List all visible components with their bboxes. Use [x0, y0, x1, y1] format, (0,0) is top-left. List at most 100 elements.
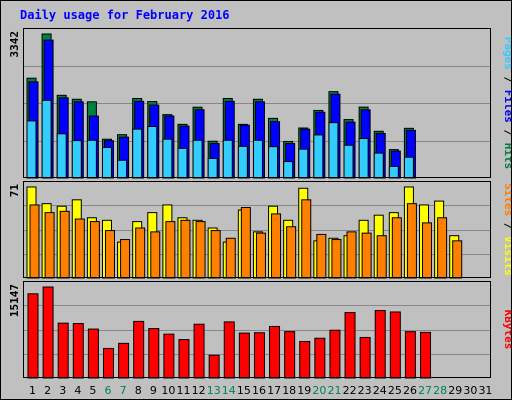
x-tick-label-day-26: 26 — [403, 384, 417, 397]
x-tick-label-day-1: 1 — [29, 384, 36, 397]
x-tick-label-day-12: 12 — [192, 384, 206, 397]
bar-sites-day-15 — [240, 207, 251, 279]
x-tick-label-day-23: 23 — [358, 384, 372, 397]
bar-kbytes-day-11 — [178, 339, 190, 379]
side-legend-bottom-part-0: KBytes — [502, 310, 511, 350]
bar-kbytes-day-4 — [72, 323, 84, 379]
bar-sites-day-19 — [301, 199, 312, 279]
side-legend-mid-part-2: Visits — [502, 236, 511, 276]
bar-pages-day-16 — [252, 139, 263, 179]
bar-pages-day-26 — [403, 156, 414, 179]
bar-sites-day-12 — [195, 221, 206, 279]
bar-pages-day-10 — [162, 138, 173, 179]
bar-sites-day-6 — [104, 230, 115, 279]
x-tick-label-day-19: 19 — [297, 384, 311, 397]
bar-sites-day-14 — [225, 237, 236, 279]
side-legend-mid-part-0: Sites — [502, 183, 511, 216]
bar-kbytes-day-15 — [238, 332, 250, 379]
ymax-label-kbytes: 15147 — [8, 284, 21, 317]
bar-kbytes-day-19 — [299, 340, 311, 379]
bar-kbytes-day-23 — [359, 336, 371, 379]
x-tick-label-day-27: 27 — [418, 384, 432, 397]
side-legend-mid-part-1: / — [502, 216, 511, 236]
bar-pages-day-22 — [343, 144, 354, 179]
x-tick-label-day-24: 24 — [373, 384, 387, 397]
x-tick-label-day-30: 30 — [463, 384, 477, 397]
bar-kbytes-day-17 — [269, 325, 281, 379]
bar-kbytes-day-10 — [163, 333, 175, 379]
bar-kbytes-day-24 — [374, 310, 386, 379]
x-tick-label-day-16: 16 — [252, 384, 266, 397]
bar-sites-day-7 — [120, 239, 131, 279]
bar-kbytes-day-7 — [118, 342, 130, 379]
x-tick-label-day-8: 8 — [135, 384, 142, 397]
bar-pages-day-17 — [268, 146, 279, 179]
bar-pages-day-13 — [207, 157, 218, 179]
x-tick-label-day-4: 4 — [74, 384, 81, 397]
bar-kbytes-day-8 — [133, 320, 145, 379]
bar-pages-day-1 — [26, 120, 37, 179]
bar-kbytes-day-27 — [420, 331, 432, 379]
x-tick-label-day-7: 7 — [120, 384, 127, 397]
x-tick-label-day-10: 10 — [161, 384, 175, 397]
bar-sites-day-3 — [59, 210, 70, 279]
bar-pages-day-3 — [56, 133, 67, 179]
x-tick-label-day-20: 20 — [312, 384, 326, 397]
bar-kbytes-day-6 — [102, 347, 114, 379]
side-legend-top-part-2: Files — [502, 90, 511, 123]
bar-sites-day-28 — [437, 217, 448, 279]
ymax-label-visits-sites: 71 — [8, 184, 21, 198]
bar-pages-day-11 — [177, 147, 188, 179]
bar-sites-day-11 — [180, 219, 191, 279]
panel-visits-sites-border — [23, 181, 491, 278]
bar-sites-day-27 — [422, 222, 433, 279]
side-legend-bottom: KBytes — [502, 310, 511, 350]
bar-sites-day-8 — [135, 227, 146, 279]
bar-sites-day-16 — [255, 232, 266, 279]
bar-kbytes-day-5 — [87, 328, 99, 379]
side-legend-top-part-1: / — [502, 70, 511, 90]
bar-sites-day-4 — [74, 218, 85, 279]
x-tick-label-day-2: 2 — [44, 384, 51, 397]
bar-pages-day-15 — [237, 145, 248, 179]
bar-kbytes-day-9 — [148, 328, 160, 379]
bar-kbytes-day-2 — [42, 286, 54, 379]
bar-sites-day-22 — [346, 231, 357, 279]
bar-sites-day-1 — [29, 204, 40, 279]
x-tick-label-day-25: 25 — [388, 384, 402, 397]
x-tick-label-day-31: 31 — [478, 384, 492, 397]
bar-kbytes-day-12 — [193, 323, 205, 379]
bar-pages-day-21 — [328, 122, 339, 179]
bar-pages-day-25 — [388, 165, 399, 179]
x-tick-label-day-22: 22 — [343, 384, 357, 397]
bar-kbytes-day-13 — [208, 354, 220, 379]
x-tick-label-day-21: 21 — [327, 384, 341, 397]
panel-hits-files-pages-border — [23, 28, 491, 178]
x-tick-label-day-18: 18 — [282, 384, 296, 397]
bar-sites-day-25 — [391, 217, 402, 279]
bar-pages-day-7 — [117, 159, 128, 179]
bar-pages-day-23 — [358, 138, 369, 179]
bar-pages-day-9 — [147, 126, 158, 179]
bar-sites-day-9 — [150, 231, 161, 279]
bar-pages-day-4 — [71, 140, 82, 179]
bar-kbytes-day-25 — [389, 311, 401, 379]
bar-sites-day-18 — [286, 226, 297, 279]
bar-kbytes-day-3 — [57, 322, 69, 379]
bar-pages-day-19 — [298, 148, 309, 179]
bar-kbytes-day-20 — [314, 337, 326, 379]
bar-sites-day-20 — [316, 233, 327, 279]
bar-kbytes-day-22 — [344, 312, 356, 379]
bar-pages-day-6 — [101, 146, 112, 179]
side-legend-top-part-3: / — [502, 123, 511, 143]
bar-sites-day-21 — [331, 239, 342, 279]
bar-pages-day-20 — [313, 134, 324, 179]
x-tick-label-day-9: 9 — [150, 384, 157, 397]
bar-pages-day-5 — [86, 139, 97, 179]
bar-sites-day-17 — [271, 213, 282, 279]
bar-sites-day-5 — [89, 221, 100, 279]
x-tick-label-day-3: 3 — [59, 384, 66, 397]
x-tick-label-day-5: 5 — [89, 384, 96, 397]
bar-pages-day-2 — [41, 99, 52, 179]
